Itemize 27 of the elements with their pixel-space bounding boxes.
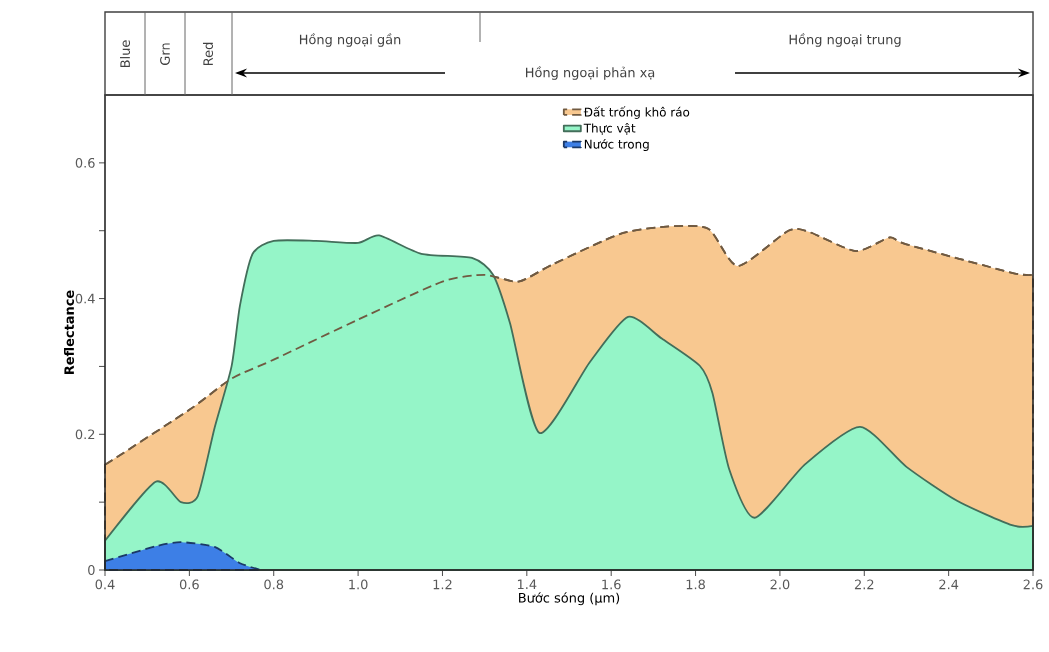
y-axis-title: Reflectance <box>64 290 75 375</box>
y-tick-label: 0.4 <box>75 293 95 304</box>
legend-label: Đất trống khô ráo <box>583 106 690 119</box>
text: Red <box>202 42 214 66</box>
text: Grn <box>160 43 170 65</box>
y-tick-label: 0 <box>88 565 95 575</box>
x-tick-label: 2.2 <box>854 579 874 590</box>
legend-label: Nước trong <box>584 138 649 151</box>
legend-label: Thực vật <box>583 122 636 135</box>
x-tick-label: 1.2 <box>433 579 452 590</box>
text: Blue <box>119 40 131 68</box>
x-tick-label: 0.8 <box>264 579 284 590</box>
text: Hồng ngoại gần <box>299 33 401 47</box>
x-tick-label: 0.6 <box>179 579 199 590</box>
text: Hồng ngoại trung <box>789 33 901 47</box>
x-tick-label: 2.6 <box>1023 579 1043 590</box>
x-tick-label: 2.0 <box>770 579 790 590</box>
x-tick-label: 2.4 <box>939 579 959 590</box>
text: Hồng ngoại phản xạ <box>526 66 655 80</box>
x-axis-title: Bước sóng (µm) <box>519 592 620 606</box>
y-tick-label: 0.6 <box>75 157 95 168</box>
x-tick-label: 1.8 <box>686 579 705 590</box>
x-tick-label: 1.4 <box>517 579 537 589</box>
x-tick-label: 0.4 <box>95 579 115 590</box>
y-tick-label: 0.2 <box>75 429 95 440</box>
x-tick-label: 1.0 <box>349 579 368 590</box>
x-tick-label: 1.6 <box>602 579 621 590</box>
